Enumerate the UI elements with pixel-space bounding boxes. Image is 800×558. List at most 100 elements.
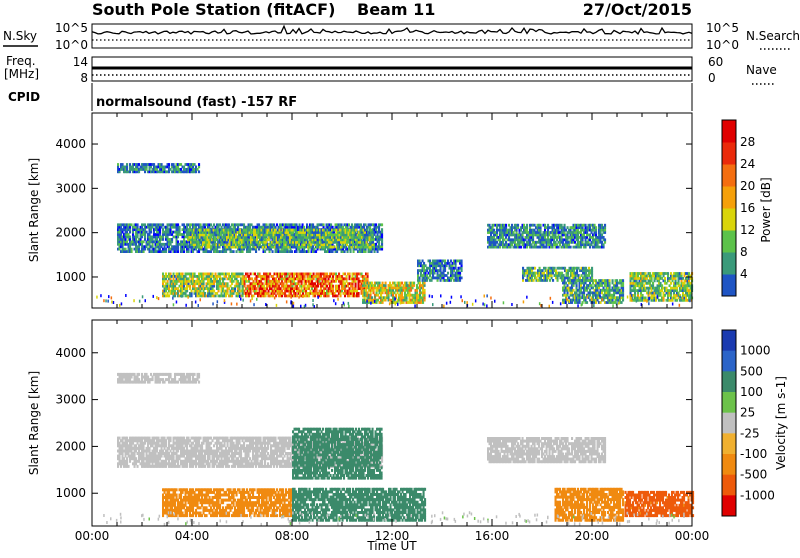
data-cell [564, 291, 566, 294]
data-cell [422, 260, 424, 263]
data-cell [576, 291, 578, 294]
data-cell [219, 229, 221, 232]
data-cell [435, 267, 437, 270]
data-cell [360, 223, 362, 226]
data-cell [571, 301, 573, 304]
data-cell [289, 275, 291, 278]
data-cell [256, 238, 258, 241]
data-cell [254, 273, 256, 276]
data-cell [358, 277, 360, 280]
data-cell [502, 241, 504, 244]
data-cell [355, 282, 357, 285]
data-cell [526, 224, 528, 227]
data-cell [344, 282, 346, 285]
data-cell [455, 262, 457, 265]
data-cell [382, 282, 384, 285]
data-cell [564, 267, 566, 270]
data-cell [299, 292, 301, 295]
data-cell [174, 285, 176, 288]
data-cell [222, 287, 224, 290]
data-cell [561, 236, 563, 239]
data-cell [177, 250, 179, 253]
data-cell [212, 273, 214, 276]
data-cell [206, 285, 208, 288]
data-cell [289, 238, 291, 241]
data-cell [553, 226, 555, 229]
data-cell [581, 274, 583, 277]
data-cell [579, 301, 581, 304]
data-cell [153, 231, 155, 234]
data-cell [601, 241, 603, 244]
data-cell [367, 275, 369, 278]
data-cell [253, 295, 255, 298]
data-cell [292, 231, 294, 234]
data-cell [135, 238, 137, 241]
data-cell [191, 295, 193, 298]
data-cell [146, 231, 148, 234]
data-cell [219, 241, 221, 244]
data-cell [567, 274, 569, 277]
data-cell [262, 243, 264, 246]
data-cell [558, 229, 560, 232]
data-cell [585, 279, 587, 282]
data-cell [304, 285, 306, 288]
data-cell [223, 236, 225, 239]
data-cell [302, 292, 304, 295]
data-cell [219, 246, 221, 249]
data-cell [344, 295, 346, 298]
data-cell [446, 264, 448, 267]
data-cell [334, 292, 336, 295]
data-cell [338, 287, 340, 290]
data-cell [459, 272, 461, 275]
data-cell [426, 279, 428, 282]
data-cell [540, 229, 542, 232]
data-cell [274, 229, 276, 232]
data-cell [239, 275, 241, 278]
data-cell [319, 238, 321, 241]
data-cell [203, 290, 205, 293]
data-cell [423, 262, 425, 265]
data-cell [306, 223, 308, 226]
data-cell [577, 238, 579, 241]
data-cell [576, 272, 578, 275]
data-cell [227, 282, 229, 285]
data-cell [235, 234, 237, 237]
data-cell [260, 280, 262, 283]
data-cell [171, 240, 173, 243]
data-cell [189, 226, 191, 229]
data-cell [295, 238, 297, 241]
data-cell [242, 280, 244, 283]
data-cell [576, 269, 578, 272]
data-cell [425, 264, 427, 267]
data-cell [392, 294, 394, 297]
data-cell [422, 301, 424, 304]
data-cell [589, 246, 591, 249]
data-cell [195, 238, 197, 241]
data-cell [201, 246, 203, 249]
data-cell [314, 248, 316, 251]
data-cell [573, 289, 575, 292]
data-cell [522, 236, 524, 239]
data-cell [588, 287, 590, 290]
data-cell [162, 223, 164, 226]
data-cell [382, 291, 384, 294]
data-cell [213, 285, 215, 288]
data-cell [567, 294, 569, 297]
data-cell [434, 272, 436, 275]
data-cell [604, 241, 606, 244]
data-cell [403, 301, 405, 304]
data-cell [332, 277, 334, 280]
data-cell [534, 224, 536, 227]
data-cell [183, 238, 185, 241]
data-cell [313, 234, 315, 237]
data-cell [262, 246, 264, 249]
data-cell [352, 238, 354, 241]
data-cell [323, 223, 325, 226]
data-cell [268, 277, 270, 280]
data-cell [230, 285, 232, 288]
data-cell [552, 279, 554, 282]
data-cell [352, 275, 354, 278]
nave-label: Nave [746, 63, 777, 77]
data-cell [249, 234, 251, 237]
data-cell [198, 277, 200, 280]
